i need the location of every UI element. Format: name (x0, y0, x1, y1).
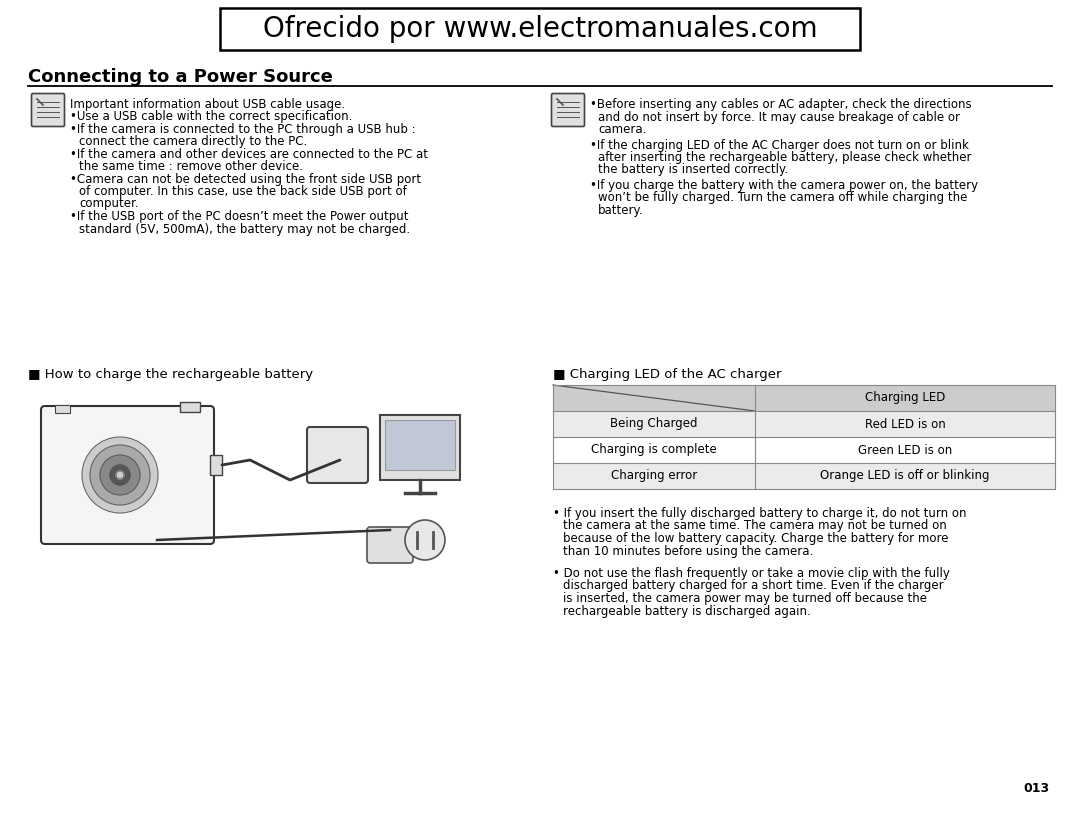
Text: and do not insert by force. It may cause breakage of cable or: and do not insert by force. It may cause… (598, 111, 960, 124)
Text: is inserted, the camera power may be turned off because the: is inserted, the camera power may be tur… (563, 592, 927, 605)
FancyBboxPatch shape (31, 94, 65, 126)
FancyBboxPatch shape (307, 427, 368, 483)
Circle shape (82, 437, 158, 513)
FancyBboxPatch shape (367, 527, 413, 563)
Bar (384, 420, 455, 470)
Text: connect the camera directly to the PC.: connect the camera directly to the PC. (79, 135, 307, 148)
Bar (180, 402, 200, 412)
Text: Charging error: Charging error (611, 469, 697, 482)
Text: Charging LED: Charging LED (865, 391, 945, 404)
Text: ■ Charging LED of the AC charger: ■ Charging LED of the AC charger (553, 368, 782, 381)
Text: camera.: camera. (598, 123, 646, 136)
Text: Being Charged: Being Charged (610, 417, 698, 430)
Text: Green LED is on: Green LED is on (858, 443, 953, 456)
FancyBboxPatch shape (41, 406, 214, 544)
Circle shape (90, 445, 150, 505)
Text: Connecting to a Power Source: Connecting to a Power Source (28, 68, 333, 86)
Text: •If the camera is connected to the PC through a USB hub :: •If the camera is connected to the PC th… (70, 122, 416, 135)
Text: •Camera can not be detected using the front side USB port: •Camera can not be detected using the fr… (70, 173, 421, 186)
Circle shape (405, 520, 445, 560)
Text: • Do not use the flash frequently or take a movie clip with the fully: • Do not use the flash frequently or tak… (553, 567, 950, 580)
Text: the battery is inserted correctly.: the battery is inserted correctly. (598, 164, 788, 177)
Circle shape (100, 455, 140, 495)
Bar (553, 463, 1055, 489)
Text: won’t be fully charged. Turn the camera off while charging the: won’t be fully charged. Turn the camera … (598, 192, 968, 205)
Text: Important information about USB cable usage.: Important information about USB cable us… (70, 98, 346, 111)
Bar (210, 455, 222, 475)
Bar (553, 411, 1055, 437)
Text: computer.: computer. (79, 197, 138, 210)
Bar (340, 455, 357, 463)
Text: Ofrecido por www.electromanuales.com: Ofrecido por www.electromanuales.com (262, 15, 818, 43)
Text: the camera at the same time. The camera may not be turned on: the camera at the same time. The camera … (563, 519, 947, 532)
Text: rechargeable battery is discharged again.: rechargeable battery is discharged again… (563, 605, 811, 618)
Text: Orange LED is off or blinking: Orange LED is off or blinking (820, 469, 989, 482)
Circle shape (110, 465, 130, 485)
Text: standard (5V, 500mA), the battery may not be charged.: standard (5V, 500mA), the battery may no… (79, 222, 410, 236)
Text: •Before inserting any cables or AC adapter, check the directions: •Before inserting any cables or AC adapt… (590, 98, 972, 111)
Bar (553, 437, 1055, 463)
Text: •If the charging LED of the AC Charger does not turn on or blink: •If the charging LED of the AC Charger d… (590, 139, 969, 152)
Text: of computer. In this case, use the back side USB port of: of computer. In this case, use the back … (79, 185, 407, 198)
Text: than 10 minutes before using the camera.: than 10 minutes before using the camera. (563, 544, 813, 557)
Text: Red LED is on: Red LED is on (865, 417, 945, 430)
Text: 013: 013 (1024, 782, 1050, 795)
Text: battery.: battery. (598, 204, 644, 217)
Text: •If you charge the battery with the camera power on, the battery: •If you charge the battery with the came… (590, 179, 978, 192)
FancyBboxPatch shape (552, 94, 584, 126)
Text: discharged battery charged for a short time. Even if the charger: discharged battery charged for a short t… (563, 579, 944, 593)
Text: •If the USB port of the PC doesn’t meet the Power output: •If the USB port of the PC doesn’t meet … (70, 210, 408, 223)
Text: Charging is complete: Charging is complete (591, 443, 717, 456)
Text: • If you insert the fully discharged battery to charge it, do not turn on: • If you insert the fully discharged bat… (553, 507, 967, 520)
Bar (380, 415, 460, 480)
Text: the same time : remove other device.: the same time : remove other device. (79, 160, 303, 173)
Text: •If the camera and other devices are connected to the PC at: •If the camera and other devices are con… (70, 148, 428, 161)
Text: ■ How to charge the rechargeable battery: ■ How to charge the rechargeable battery (28, 368, 313, 381)
Bar (55, 405, 70, 413)
Text: after inserting the rechargeable battery, please check whether: after inserting the rechargeable battery… (598, 151, 972, 164)
Bar (357, 457, 366, 461)
Bar (553, 385, 1055, 411)
Circle shape (116, 471, 124, 479)
Text: because of the low battery capacity. Charge the battery for more: because of the low battery capacity. Cha… (563, 532, 948, 545)
Text: •Use a USB cable with the correct specification.: •Use a USB cable with the correct specif… (70, 110, 352, 123)
Bar (220, 8, 860, 50)
